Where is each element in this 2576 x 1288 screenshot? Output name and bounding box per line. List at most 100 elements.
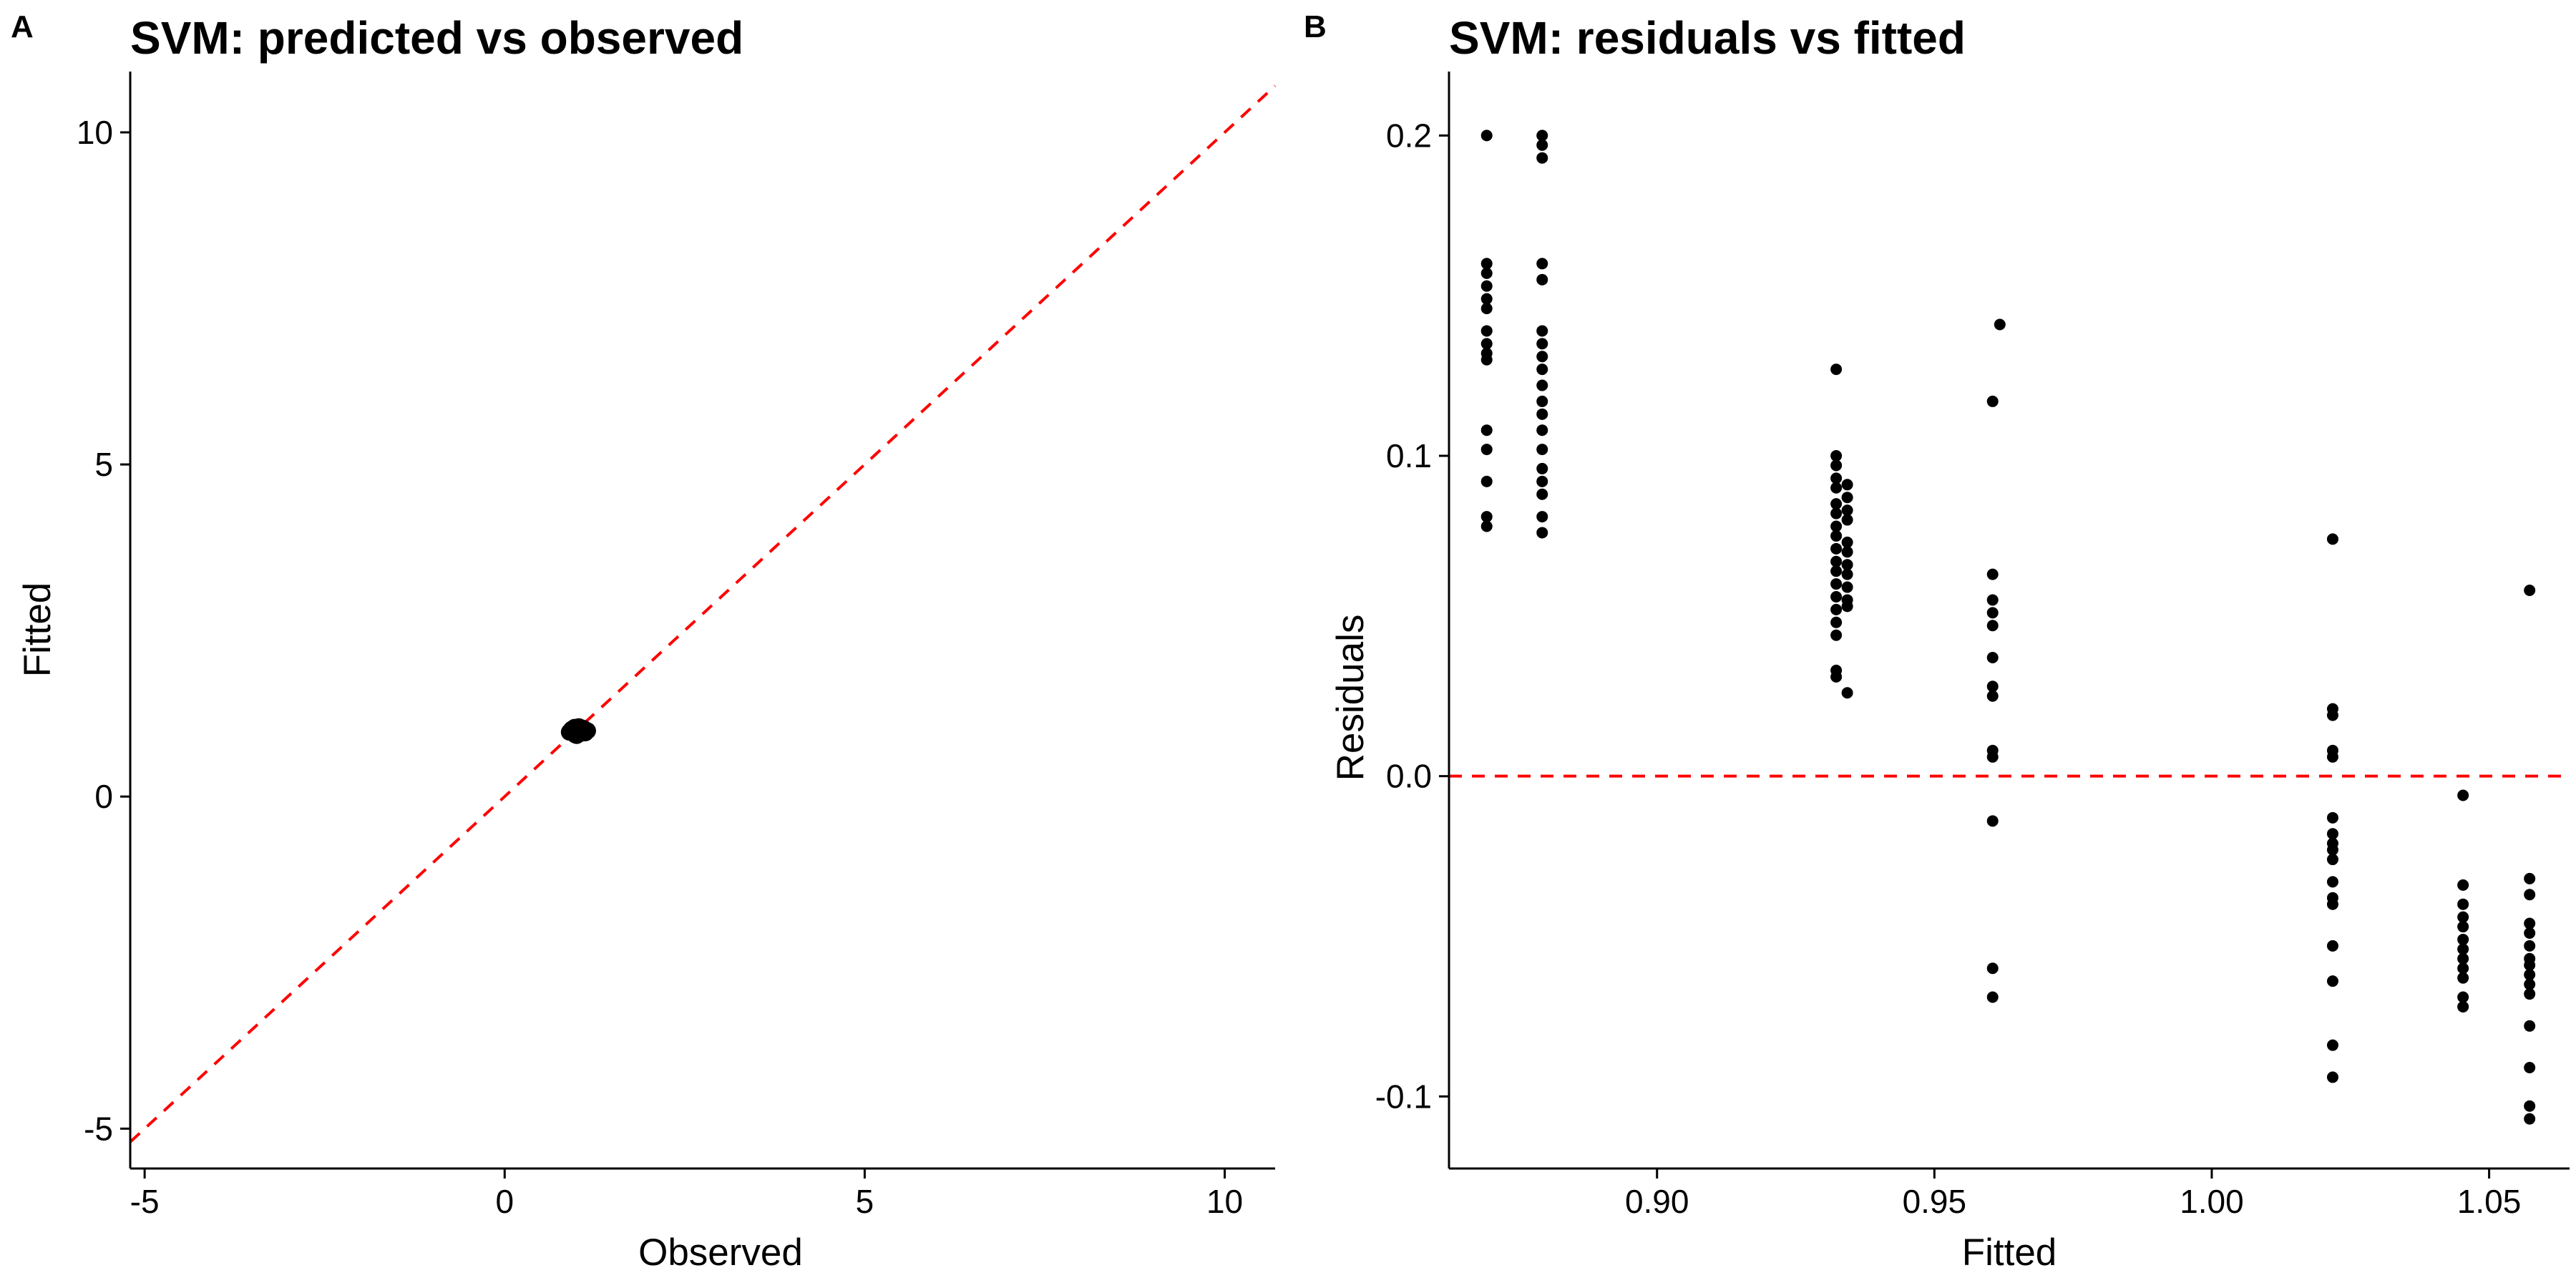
panel-b-data-point xyxy=(1830,498,1843,510)
panel-b-data-point xyxy=(1841,479,1853,491)
panel-b-data-point xyxy=(1841,581,1853,593)
panel-b-data-point xyxy=(1830,603,1843,615)
panel-b-data-point xyxy=(1480,444,1493,456)
panel-b-data-point xyxy=(1536,395,1548,407)
panel-b-data-point xyxy=(1480,280,1493,292)
panel-b-data-point xyxy=(1480,293,1493,305)
panel-b-data-point xyxy=(1536,475,1548,487)
panel-b-data-point xyxy=(1536,511,1548,523)
panel-b-data-point xyxy=(1986,680,1999,693)
panel-b-x-tick-label: 1.05 xyxy=(2457,1183,2522,1220)
panel-b-data-point xyxy=(1536,258,1548,270)
panel-b-data-point xyxy=(1536,408,1548,420)
panel-a-x-tick-label: 0 xyxy=(495,1183,514,1220)
panel-b-data-point xyxy=(2326,828,2338,840)
panel-b-data-point xyxy=(1536,338,1548,350)
panel-b-data-point xyxy=(1830,616,1843,628)
panel-b-data-point xyxy=(1536,325,1548,337)
panel-b-data-point xyxy=(1536,462,1548,474)
panel-b-data-point xyxy=(2457,943,2469,955)
panel-b-data-point xyxy=(1536,139,1548,151)
panel-a-data-point xyxy=(569,725,587,743)
panel-b-data-point xyxy=(1536,424,1548,436)
panel-b-data-point xyxy=(1480,130,1493,142)
panel-b-data-point xyxy=(2524,940,2536,952)
panel-b-data-point xyxy=(1986,991,1999,1003)
panel-b-data-point xyxy=(2326,844,2338,856)
panel-b-data-point xyxy=(1841,568,1853,580)
panel-b-data-point xyxy=(2524,959,2536,971)
panel-b-y-tick-label: -0.1 xyxy=(1375,1078,1432,1115)
panel-b-data-point xyxy=(1841,492,1853,504)
panel-b-data-point xyxy=(1830,507,1843,519)
panel-b-data-point xyxy=(1986,652,1999,664)
panel-b-data-point xyxy=(2457,789,2469,801)
panel-b-data-point xyxy=(1480,267,1493,279)
panel-b-data-point xyxy=(1480,353,1493,366)
panel-b-data-point xyxy=(1830,555,1843,567)
panel-a-y-tick-label: 10 xyxy=(77,114,113,151)
panel-b-data-point xyxy=(1536,379,1548,391)
panel-b-data-point xyxy=(1841,559,1853,571)
panel-b-data-point xyxy=(1480,303,1493,315)
panel-b-data-point xyxy=(1986,751,1999,763)
panel-b-data-point xyxy=(2457,921,2469,933)
panel-b-data-point xyxy=(1830,530,1843,542)
panel-b-data-point xyxy=(2326,876,2338,888)
panel-a-plot-area: -5 0 5 10 -5 0 5 10 xyxy=(77,72,1277,1220)
panel-b-data-point xyxy=(2326,898,2338,910)
panel-a-y-axis-title: Fitted xyxy=(16,582,59,678)
panel-b-x-axis-title: Fitted xyxy=(1962,1231,2057,1274)
panel-b-data-point xyxy=(2457,911,2469,923)
panel-b-data-point xyxy=(1986,568,1999,580)
panel-a-x-tick-label: 5 xyxy=(856,1183,874,1220)
panel-b-data-point xyxy=(1536,273,1548,286)
panel-b-data-point xyxy=(1841,504,1853,517)
panel-a-reference-line xyxy=(129,84,1277,1143)
panel-b-data-point xyxy=(1830,590,1843,602)
panel-b-data-point xyxy=(1830,578,1843,590)
panel-b-data-point xyxy=(1536,488,1548,500)
panel-b-data-point xyxy=(2524,872,2536,884)
panel-b-data-point xyxy=(1841,514,1853,526)
panel-b-data-point xyxy=(2524,927,2536,939)
panel-b-data-point xyxy=(1830,629,1843,641)
panel-b-data-point xyxy=(2457,962,2469,975)
panel-b-data-point xyxy=(1480,511,1493,523)
panel-b-data-point xyxy=(2524,1113,2536,1125)
panel-a-y-tick-label: 5 xyxy=(94,446,113,483)
panel-b-data-point xyxy=(1830,364,1843,376)
panel-b-data-point xyxy=(2524,1061,2536,1073)
panel-a-x-tick-label: -5 xyxy=(130,1183,160,1220)
panel-b-data-point xyxy=(2524,917,2536,930)
panel-b-data-point xyxy=(1536,444,1548,456)
panel-b-data-point xyxy=(2457,972,2469,984)
panel-b-data-point xyxy=(1480,520,1493,532)
panel-b-data-point xyxy=(2457,933,2469,945)
panel-b-data-point xyxy=(1841,600,1853,613)
panel-a-x-tick-label: 10 xyxy=(1206,1183,1243,1220)
panel-b-data-point xyxy=(2457,879,2469,891)
panel-b-data-point xyxy=(2326,709,2338,721)
panel-b-data-point xyxy=(2326,854,2338,866)
panel-b-data-point xyxy=(2457,991,2469,1003)
panel-a-x-axis-title: Observed xyxy=(638,1231,803,1274)
panel-b-plot-area: 0.90 0.95 1.00 1.05 -0.1 0.0 0.1 0.2 xyxy=(1375,72,2570,1220)
panel-b-data-point xyxy=(1536,527,1548,539)
panel-a-y-tick-label: 0 xyxy=(94,778,113,815)
panel-b-data-point xyxy=(1830,459,1843,472)
panel-b-data-point xyxy=(1986,815,1999,827)
panel-b-data-point xyxy=(1830,472,1843,484)
panel-b-data-point xyxy=(1986,962,1999,975)
panel-b-data-point xyxy=(1536,152,1548,164)
panel-b-data-point xyxy=(1480,475,1493,487)
panel-b-data-point xyxy=(2524,978,2536,990)
panel-b-y-tick-label: 0.2 xyxy=(1386,117,1432,154)
panel-b-title: SVM: residuals vs fitted xyxy=(1449,12,1966,64)
panel-b-data-point xyxy=(1986,607,1999,619)
panel-b-data-point xyxy=(2524,1100,2536,1112)
panel-b-data-point xyxy=(1986,594,1999,606)
panel-b-data-point xyxy=(2326,751,2338,763)
panel-b-data-point xyxy=(1841,687,1853,699)
panel-b-data-point xyxy=(1480,338,1493,350)
